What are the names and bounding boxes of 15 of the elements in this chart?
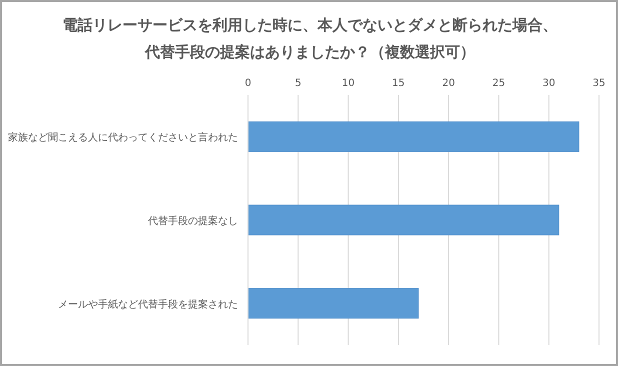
- bar: [248, 288, 419, 319]
- x-tick-label: 10: [342, 78, 355, 89]
- x-tick-label: 0: [244, 78, 252, 89]
- x-tick-label: 30: [542, 78, 556, 89]
- x-tick-label: 5: [294, 78, 302, 89]
- chart-title: 電話リレーサービスを利用した時に、本人でないとダメと断られた場合、代替手段の提案はありましたか？（複数選択可）: [62, 16, 558, 61]
- y-tick-label: 家族など聞こえる人に代わってくださいと言われた: [8, 132, 238, 144]
- bar: [248, 204, 560, 236]
- y-tick-label: 代替手段の提案なし: [147, 215, 238, 227]
- x-tick-label: 20: [442, 78, 455, 89]
- y-tick-label: メールや手紙など代替手段を提案された: [58, 298, 238, 310]
- x-tick-label: 35: [592, 78, 606, 89]
- x-tick-label: 15: [392, 78, 405, 89]
- bar: [248, 121, 580, 152]
- x-tick-label: 25: [492, 78, 506, 89]
